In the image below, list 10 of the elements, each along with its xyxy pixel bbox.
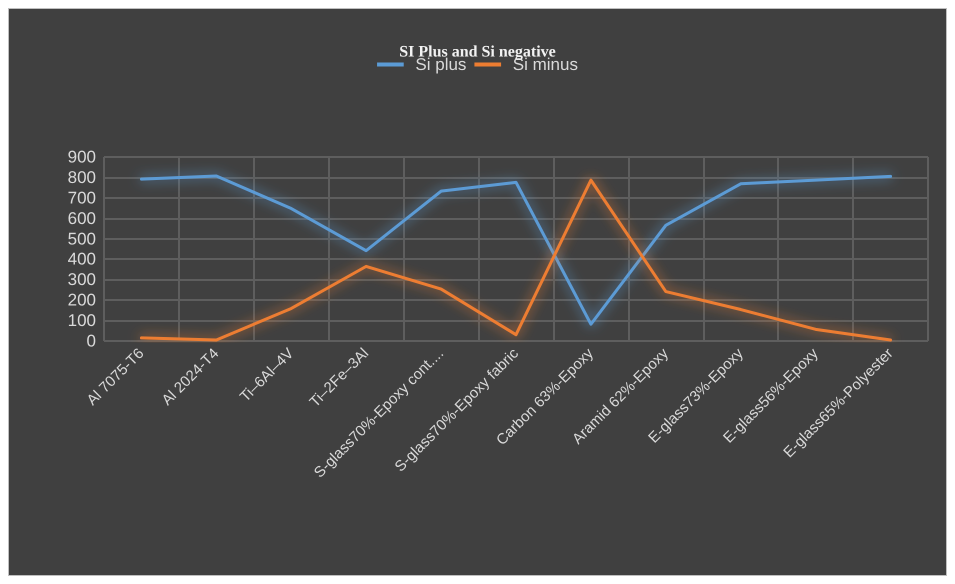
y-tick-label: 500 xyxy=(68,229,96,248)
y-tick-label: 400 xyxy=(68,250,96,269)
y-tick-label: 900 xyxy=(68,148,96,166)
y-tick-label: 200 xyxy=(68,290,96,310)
y-tick-label: 300 xyxy=(68,270,96,290)
y-tick-label: 0 xyxy=(86,332,96,350)
y-tick-label: 600 xyxy=(68,208,96,228)
y-tick-label: 800 xyxy=(68,168,96,187)
y-tick-label: 700 xyxy=(68,188,96,208)
y-tick-label: 100 xyxy=(68,311,96,330)
